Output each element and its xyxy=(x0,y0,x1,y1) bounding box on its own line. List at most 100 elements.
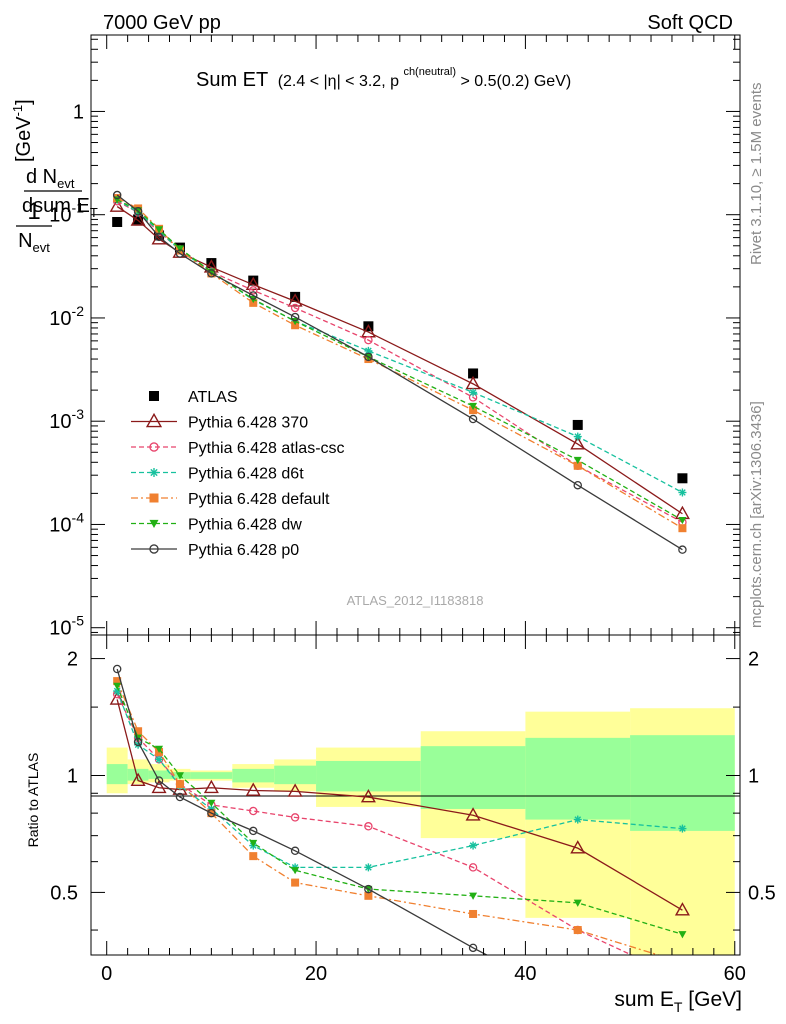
legend-entry-pythia-6-428-atlas-csc: Pythia 6.428 atlas-csc xyxy=(131,440,345,457)
series-pythia-6-428-370 xyxy=(109,198,690,520)
legend-marker-atlas xyxy=(149,391,159,401)
data-point-pythia-6-428-d6t-10-stroke xyxy=(679,489,686,496)
chart-title-cut-superscript: ch(neutral) xyxy=(403,66,456,78)
y-tick-label: 10-2 xyxy=(49,303,84,330)
legend-marker-pythia-6-428-d6t-stroke xyxy=(150,468,158,477)
y-tick-label: 10-4 xyxy=(49,509,84,536)
ratio-point-pythia-6-428-dw-2 xyxy=(155,745,164,754)
ratio-series-pythia-6-428-dw xyxy=(113,682,687,939)
header-right-label: Soft QCD xyxy=(647,12,733,34)
ratio-point-pythia-6-428-d6t-1-stroke xyxy=(134,741,142,749)
svg-text:[GeV-1]: [GeV-1] xyxy=(10,99,35,162)
data-point-pythia-6-428-p0-1 xyxy=(133,206,143,216)
analysis-watermark: ATLAS_2012_I1183818 xyxy=(347,593,484,608)
ratio-point-pythia-6-428-d6t-7 xyxy=(364,863,373,872)
data-point-atlas-8 xyxy=(468,368,479,379)
ratio-point-pythia-6-428-d6t-9 xyxy=(573,815,582,824)
mcplots-reference-label: mcplots.cern.ch [arXiv:1306.3436] xyxy=(748,401,765,628)
ratio-y-axis-label: Ratio to ATLAS xyxy=(25,753,41,848)
data-point-pythia-6-428-dw-9 xyxy=(573,456,582,465)
ratio-axes: 0.5 0.51 12 20 20 40 60 xyxy=(50,635,776,985)
data-point-pythia-6-428-d6t-8 xyxy=(469,388,478,397)
y-tick-label: 10-5 xyxy=(49,613,84,640)
x-tick-label: 60 xyxy=(724,963,746,985)
ratio-point-pythia-6-428-default-8 xyxy=(469,909,478,918)
legend-label-pythia-6-428-atlas-csc: Pythia 6.428 atlas-csc xyxy=(188,440,345,457)
ratio-line-pythia-6-428-p0 xyxy=(116,668,489,955)
ratio-point-pythia-6-428-d6t-9-stroke xyxy=(574,816,582,823)
stat-uncertainty-band xyxy=(420,746,526,809)
data-point-pythia-6-428-default-10 xyxy=(678,524,687,533)
legend-marker-pythia-6-428-atlas-csc xyxy=(149,442,159,452)
data-point-atlas-5 xyxy=(248,275,259,286)
data-point-pythia-6-428-370-9 xyxy=(570,436,586,450)
legend: ATLAS Pythia 6.428 370 Pythia 6.428 atlas-… xyxy=(131,389,345,559)
legend-entry-pythia-6-428-p0: Pythia 6.428 p0 xyxy=(131,542,299,559)
legend-label-pythia-6-428-p0: Pythia 6.428 p0 xyxy=(188,542,299,559)
data-point-pythia-6-428-p0-5 xyxy=(248,291,258,300)
data-point-atlas-10 xyxy=(677,473,688,484)
ratio-frame xyxy=(90,634,741,956)
legend-label-pythia-6-428-370: Pythia 6.428 370 xyxy=(188,415,308,432)
data-point-pythia-6-428-dw-8 xyxy=(469,402,478,411)
ratio-plot-content xyxy=(109,664,690,955)
data-point-pythia-6-428-default-9 xyxy=(573,461,582,470)
stat-uncertainty-band xyxy=(106,764,128,785)
data-point-pythia-6-428-d6t-9 xyxy=(573,432,582,441)
ratio-point-pythia-6-428-p0-7 xyxy=(364,884,373,894)
ratio-point-pythia-6-428-370-6 xyxy=(287,783,303,797)
data-point-pythia-6-428-d6t-9-stroke xyxy=(574,433,582,440)
stat-uncertainty-band xyxy=(525,737,631,820)
series-line-pythia-6-428-370 xyxy=(116,205,683,515)
data-point-atlas-9 xyxy=(572,419,583,430)
ratio-point-pythia-6-428-atlas-csc-8 xyxy=(468,863,478,872)
legend-entry-atlas: ATLAS xyxy=(149,389,238,406)
main-plot-content xyxy=(109,190,690,554)
ratio-y-tick-label: 2 xyxy=(67,649,78,671)
ratio-point-pythia-6-428-370-10 xyxy=(674,902,690,916)
chart-title: Sum ET (2.4 < |η| < 3.2, p ch(neutral) >… xyxy=(196,62,571,91)
ratio-point-pythia-6-428-d6t-7-stroke xyxy=(365,864,372,871)
header-left-label: 7000 GeV pp xyxy=(103,12,221,34)
legend-entry-pythia-6-428-default: Pythia 6.428 default xyxy=(131,491,330,508)
stat-uncertainty-band xyxy=(316,760,421,792)
data-point-pythia-6-428-p0-8 xyxy=(468,414,478,424)
ratio-point-pythia-6-428-d6t-10-stroke xyxy=(679,825,686,832)
stat-uncertainty-band xyxy=(274,765,317,785)
data-point-pythia-6-428-p0-9 xyxy=(573,480,583,490)
data-point-pythia-6-428-370-10 xyxy=(674,505,690,520)
data-point-pythia-6-428-370-0 xyxy=(109,198,125,212)
stat-uncertainty-band xyxy=(190,772,233,779)
legend-label-atlas: ATLAS xyxy=(188,389,238,406)
ratio-point-pythia-6-428-p0-2 xyxy=(154,776,164,785)
ratio-line-pythia-6-428-370 xyxy=(116,699,683,911)
chart-title-cut: (2.4 < |η| < 3.2, p xyxy=(278,73,399,90)
data-point-pythia-6-428-p0-6 xyxy=(290,312,300,322)
ratio-point-pythia-6-428-dw-6 xyxy=(291,867,300,875)
data-point-pythia-6-428-atlas-csc-5 xyxy=(248,286,258,295)
main-panel: 1 10-1 10-2 10-3 10-4 10-5 Sum ET (2.4 < |η| … xyxy=(10,34,741,640)
legend-label-pythia-6-428-d6t: Pythia 6.428 d6t xyxy=(188,466,304,483)
ratio-point-pythia-6-428-atlas-csc-5 xyxy=(248,806,258,816)
data-point-pythia-6-428-p0-10 xyxy=(678,545,687,554)
ratio-y-tick-label-right: 2 xyxy=(748,649,759,671)
ratio-point-pythia-6-428-d6t-2 xyxy=(155,755,164,764)
legend-marker-pythia-6-428-dw xyxy=(149,519,159,528)
ratio-point-pythia-6-428-default-7 xyxy=(364,891,373,900)
ratio-point-pythia-6-428-default-0 xyxy=(113,677,122,686)
ratio-point-pythia-6-428-370-7 xyxy=(360,789,376,803)
ratio-point-pythia-6-428-d6t-10 xyxy=(678,824,687,833)
data-point-pythia-6-428-p0-0 xyxy=(112,190,122,200)
x-tick-label: 40 xyxy=(514,963,536,985)
stat-uncertainty-band xyxy=(630,735,735,831)
ratio-point-pythia-6-428-p0-6 xyxy=(290,846,300,856)
data-point-atlas-1 xyxy=(133,214,144,225)
y-tick-label: 10-3 xyxy=(49,406,84,433)
svg-text:1: 1 xyxy=(27,198,40,225)
ratio-point-pythia-6-428-p0-0 xyxy=(112,664,122,674)
data-point-pythia-6-428-p0-2 xyxy=(154,232,164,242)
ratio-point-pythia-6-428-dw-9 xyxy=(573,899,582,907)
ratio-point-pythia-6-428-p0-5 xyxy=(248,826,258,836)
ratio-point-pythia-6-428-atlas-csc-6 xyxy=(290,813,300,822)
